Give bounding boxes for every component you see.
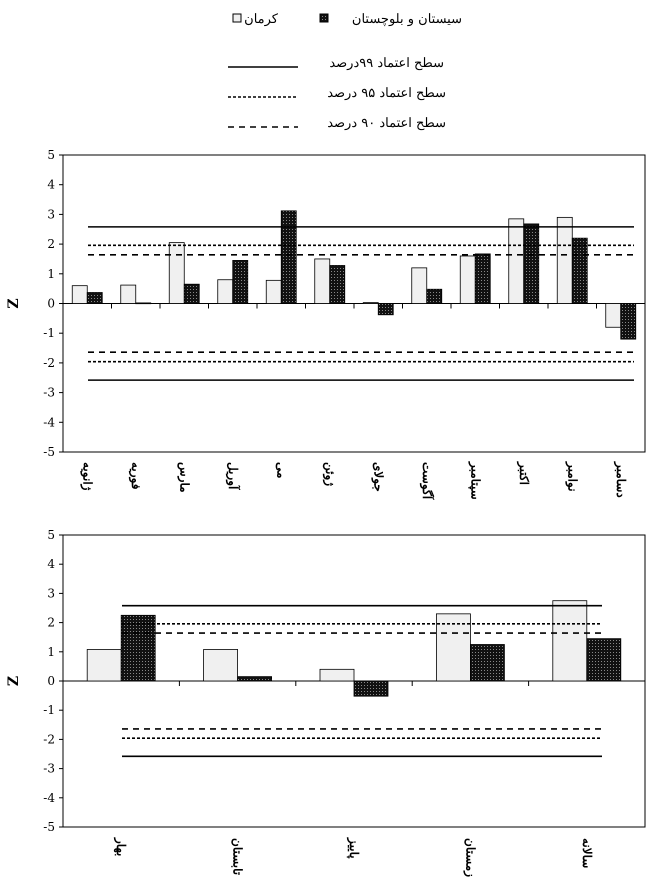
y-tick-label: 0 [47,297,55,311]
y-tick-label: 4 [47,178,55,192]
legend-swatch-sistan [319,13,329,23]
seasonal-chart: 5 4 3 2 1 0 -1 -2 -3 -4 -5 Z بهار تابستان پاییز زمستان س… [6,528,646,877]
y-tick-label: 5 [47,148,55,162]
category-label: آگوست [419,462,436,501]
y-tick-label: 2 [47,237,55,251]
bar-kerman [265,279,282,304]
category-label: تابستان [231,838,245,876]
bar-kerman [319,668,355,682]
category-label: سپتامبر [467,461,482,500]
bar-kerman [203,649,239,682]
category-label: پاییز [346,837,361,859]
y-tick-label: -1 [43,326,55,340]
bar-kerman [508,218,525,304]
bar-sistan [426,288,443,304]
y-axis-label: Z [6,676,22,686]
bar-kerman [362,302,379,304]
bar-kerman [217,279,234,304]
y-tick-label: 2 [47,616,55,630]
bar-sistan [86,292,103,304]
y-tick-label: 1 [47,645,55,659]
legend-label-90: سطح اعتماد ۹۰ درصد [327,116,446,131]
category-label: زمستان [462,838,477,877]
category-label: جولای [370,462,385,492]
legend-label-95: سطح اعتماد ۹۵ درصد [327,86,446,101]
bar-sistan [523,223,540,304]
legend-label-kerman: کرمان [244,12,279,27]
bar-sistan [280,210,297,304]
category-label: مارس [176,462,191,493]
bar-kerman [605,303,622,328]
bar-sistan [469,644,505,682]
bar-kerman [556,216,573,304]
monthly-chart: 5 4 3 2 1 0 -1 -2 -3 -4 -5 Z ژانویه فوریه مارس آوریل می ژ… [6,148,646,501]
bar-kerman [552,600,588,682]
y-tick-label: -2 [43,356,55,370]
bar-kerman [168,242,185,304]
legend: کرمان سیستان و بلوچستان سطح اعتماد ۹۹درص… [228,12,462,131]
bar-kerman [314,258,331,304]
bar-kerman [86,649,122,682]
y-tick-label: 3 [47,586,55,600]
legend-label-sistan: سیستان و بلوچستان [352,12,462,27]
bar-kerman [71,285,88,304]
bar-sistan [329,265,346,304]
bar-kerman [411,267,428,304]
y-axis-label: Z [6,298,22,308]
category-label: آوریل [225,462,242,491]
bar-sistan [377,303,394,316]
y-tick-label: -3 [43,386,55,400]
category-label: ژوئن [322,462,337,486]
bar-sistan [237,676,273,682]
legend-swatch-kerman [232,13,242,23]
category-label: فوریه [128,462,143,490]
bar-sistan [620,303,637,340]
y-tick-label: -4 [43,415,55,429]
category-label: بهار [113,837,128,856]
bar-sistan [474,253,491,304]
y-tick-label: -5 [43,820,55,834]
y-tick-label: 3 [47,207,55,221]
bar-kerman [435,613,471,682]
legend-label-99: سطح اعتماد ۹۹درصد [329,56,444,71]
category-label: سالانه [580,838,594,868]
y-tick-label: 4 [47,557,55,571]
y-tick-label: 5 [47,528,55,542]
y-tick-label: -2 [43,732,55,746]
y-tick-label: -4 [43,791,55,805]
bar-sistan [232,260,249,304]
category-label: ژانویه [79,462,94,491]
bar-sistan [120,614,156,682]
bar-sistan [135,302,152,305]
bar-sistan [183,283,200,304]
bar-sistan [571,237,588,304]
category-label: دسامبر [613,461,628,498]
y-tick-label: -1 [43,703,55,717]
y-tick-label: 0 [47,674,55,688]
bar-sistan [586,638,622,682]
bar-kerman [120,284,137,304]
y-tick-label: -5 [43,445,55,459]
bar-kerman [459,255,476,304]
category-label: اکتبر [516,461,531,485]
bar-sistan [353,680,389,697]
category-label: می [274,462,288,478]
category-label: نوامبر [564,461,579,492]
y-tick-label: -3 [43,762,55,776]
y-tick-label: 1 [47,267,55,281]
